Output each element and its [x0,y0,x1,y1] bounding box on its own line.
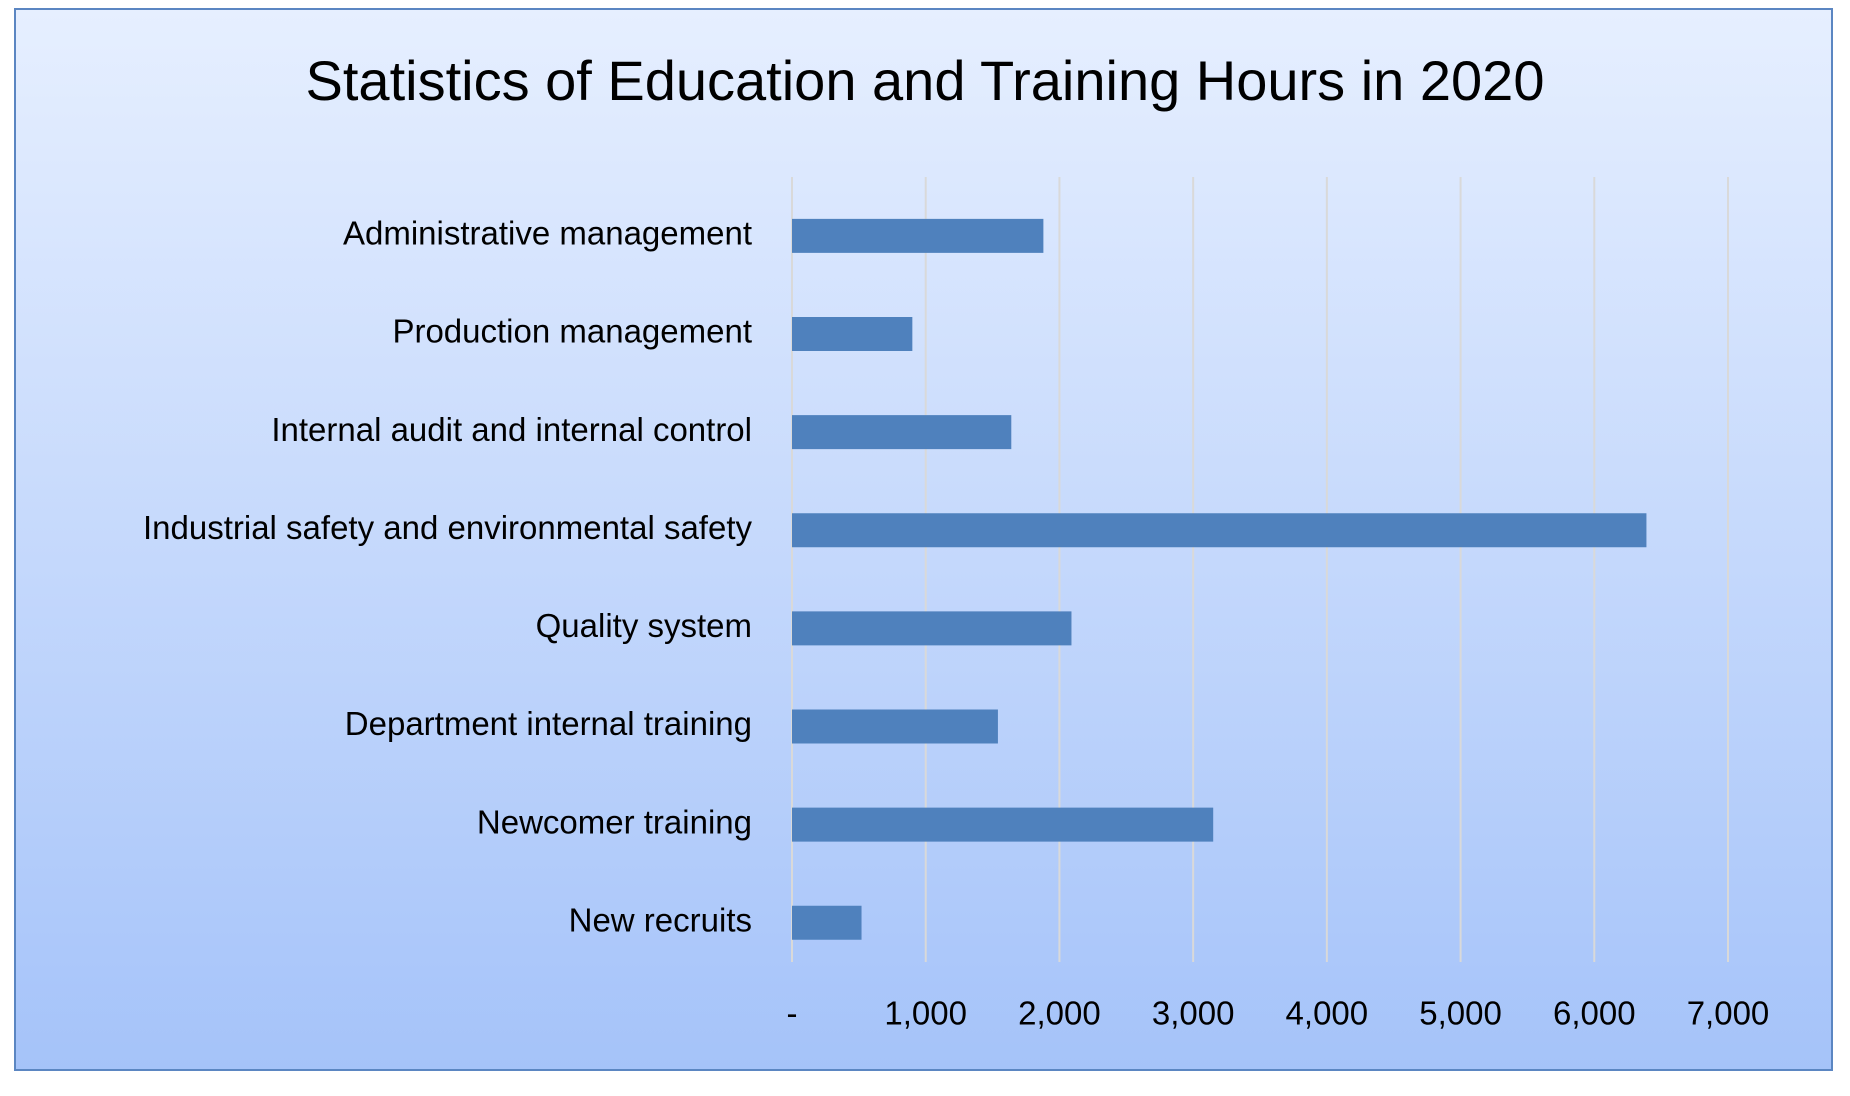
y-tick-label: New recruits [569,901,752,938]
bar [792,317,913,351]
x-tick-label: 1,000 [884,995,967,1032]
bar [792,807,1214,842]
x-tick-label: - [787,995,798,1032]
bar [792,709,998,744]
y-tick-label: Administrative management [343,215,752,252]
bar [792,611,1072,646]
y-tick-label: Department internal training [345,705,752,742]
bar [792,513,1647,548]
x-tick-label: 5,000 [1419,995,1502,1032]
x-tick-label: 4,000 [1286,995,1369,1032]
y-tick-label: Internal audit and internal control [271,411,752,448]
bar [792,218,1044,253]
y-tick-label: Production management [392,313,752,350]
x-tick-label: 6,000 [1553,995,1636,1032]
y-tick-label: Industrial safety and environmental safe… [143,509,753,546]
bar [792,415,1012,450]
x-tick-label: 3,000 [1152,995,1235,1032]
y-tick-label: Newcomer training [477,803,752,840]
x-tick-label: 2,000 [1018,995,1101,1032]
bar [792,905,862,940]
chart-title: Statistics of Education and Training Hou… [306,49,1545,112]
y-tick-label: Quality system [536,607,752,644]
x-tick-label: 7,000 [1687,995,1770,1032]
